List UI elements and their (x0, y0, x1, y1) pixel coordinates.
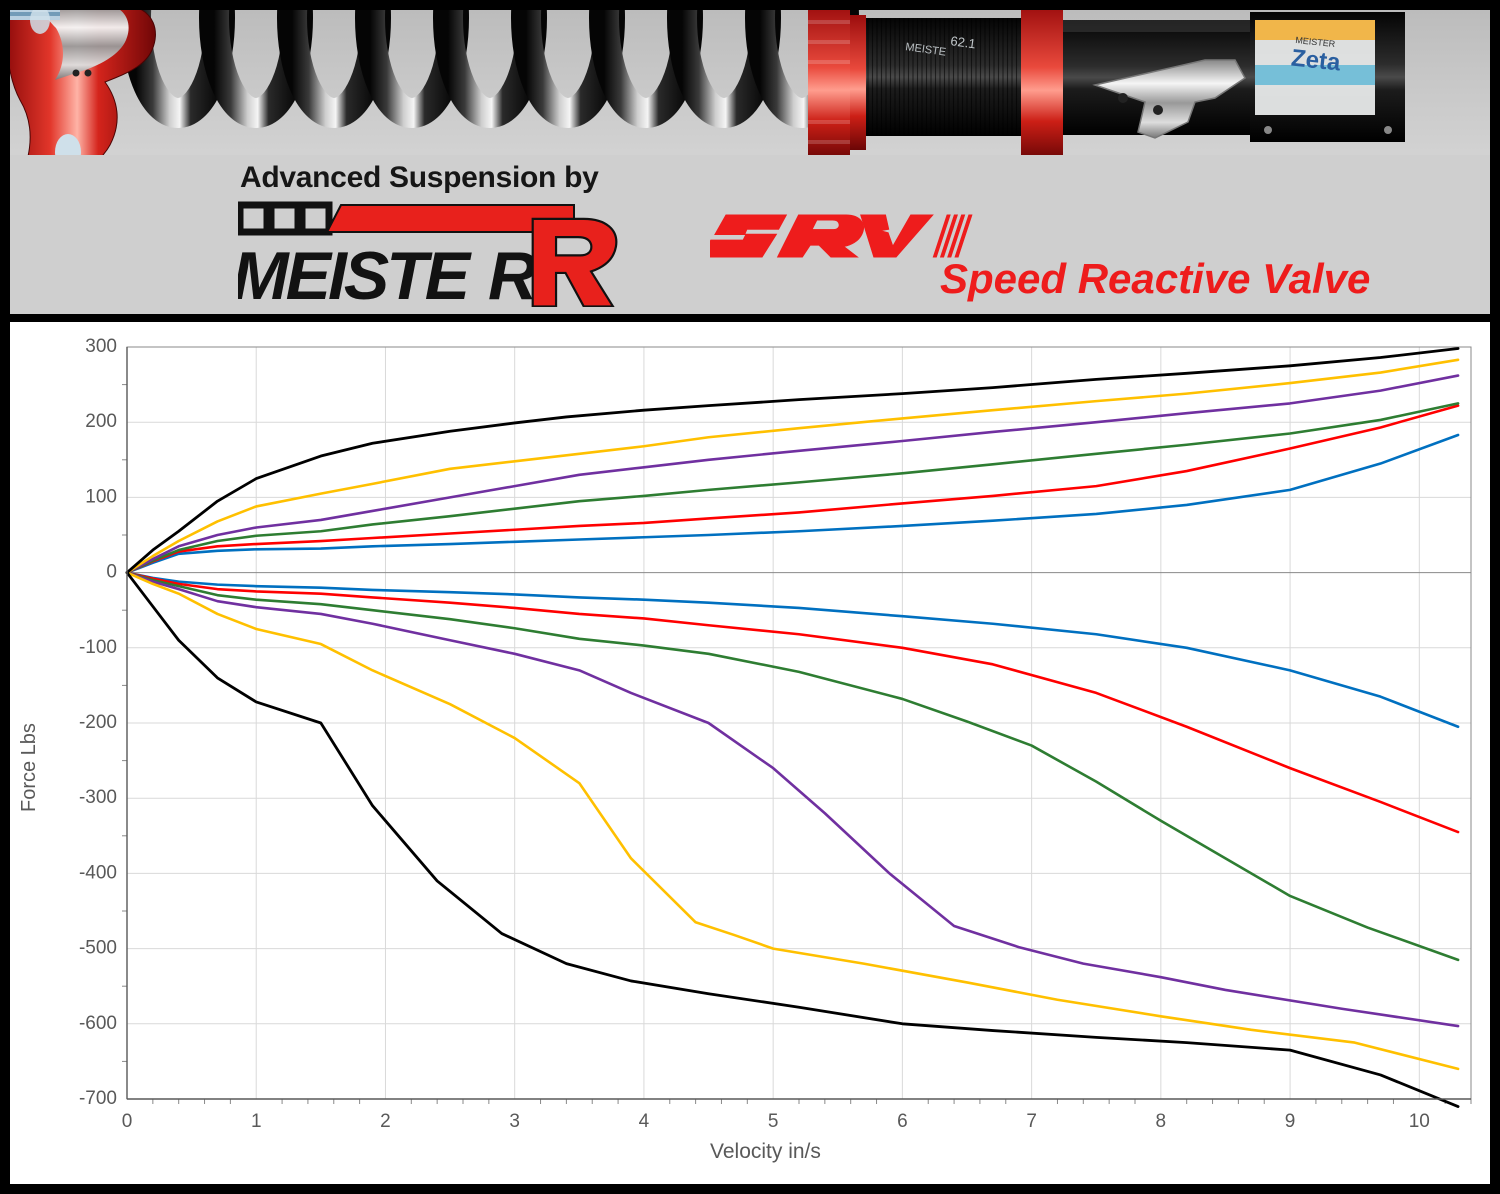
svg-text:-300: -300 (79, 787, 117, 808)
svg-text:-600: -600 (79, 1013, 117, 1034)
svg-text:3: 3 (509, 1111, 520, 1132)
svg-text:Zeta: Zeta (1290, 45, 1343, 77)
svg-text:-400: -400 (79, 862, 117, 883)
svg-text:0: 0 (106, 562, 117, 583)
svg-text:5: 5 (768, 1111, 779, 1132)
svg-text:200: 200 (85, 411, 117, 432)
svg-text:8: 8 (1156, 1111, 1167, 1132)
svg-text:Advanced Suspension by: Advanced Suspension by (240, 161, 599, 194)
svg-text:10: 10 (1409, 1111, 1430, 1132)
svg-text:MEISTE: MEISTE (238, 238, 473, 307)
svg-text:-700: -700 (79, 1088, 117, 1109)
svg-text:0: 0 (122, 1111, 133, 1132)
svg-text:R: R (488, 238, 537, 307)
svg-text:6: 6 (897, 1111, 908, 1132)
svg-text:1: 1 (251, 1111, 262, 1132)
svg-text:4: 4 (639, 1111, 650, 1132)
svg-text:-100: -100 (79, 637, 117, 658)
svg-text:100: 100 (85, 486, 117, 507)
svg-text:7: 7 (1026, 1111, 1037, 1132)
svg-text:300: 300 (85, 336, 117, 357)
svg-text:9: 9 (1285, 1111, 1296, 1132)
svg-text:2: 2 (380, 1111, 391, 1132)
svg-text:Speed Reactive Valve: Speed Reactive Valve (940, 255, 1370, 302)
svg-text:-500: -500 (79, 938, 117, 959)
svg-text:-200: -200 (79, 712, 117, 733)
